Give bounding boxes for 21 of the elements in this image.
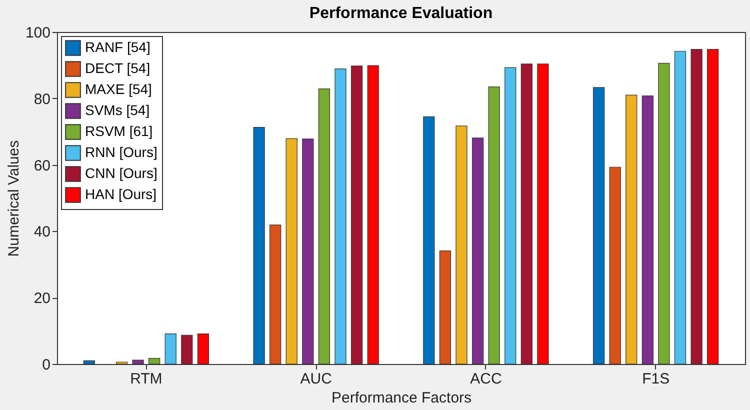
y-tick-label: 20: [34, 290, 50, 308]
y-tick-label: 40: [34, 224, 50, 241]
x-axis-title: Performance Factors: [331, 390, 472, 406]
legend-label: CNN [Ours]: [85, 165, 158, 181]
legend-label: RSVM [61]: [85, 123, 153, 139]
legend-label: MAXE [54]: [85, 81, 152, 97]
legend-label: RANF [54]: [85, 39, 150, 55]
y-tick-label: 0: [42, 356, 50, 374]
legend-label: HAN [Ours]: [85, 186, 157, 202]
legend-label: RNN [Ours]: [85, 144, 158, 160]
y-tick-label: 60: [34, 157, 50, 174]
x-tick-label: ACC: [470, 370, 502, 388]
x-tick-label: RTM: [130, 370, 162, 388]
legend-label: SVMs [54]: [85, 102, 150, 118]
y-tick-label: 100: [25, 24, 50, 42]
y-tick-label: 80: [34, 90, 50, 108]
x-tick-label: F1S: [642, 370, 670, 388]
x-tick-label: AUC: [300, 370, 332, 388]
chart-title: Performance Evaluation: [309, 5, 493, 22]
y-axis-title: Numerical Values: [5, 140, 22, 257]
legend-label: DECT [54]: [85, 60, 150, 76]
